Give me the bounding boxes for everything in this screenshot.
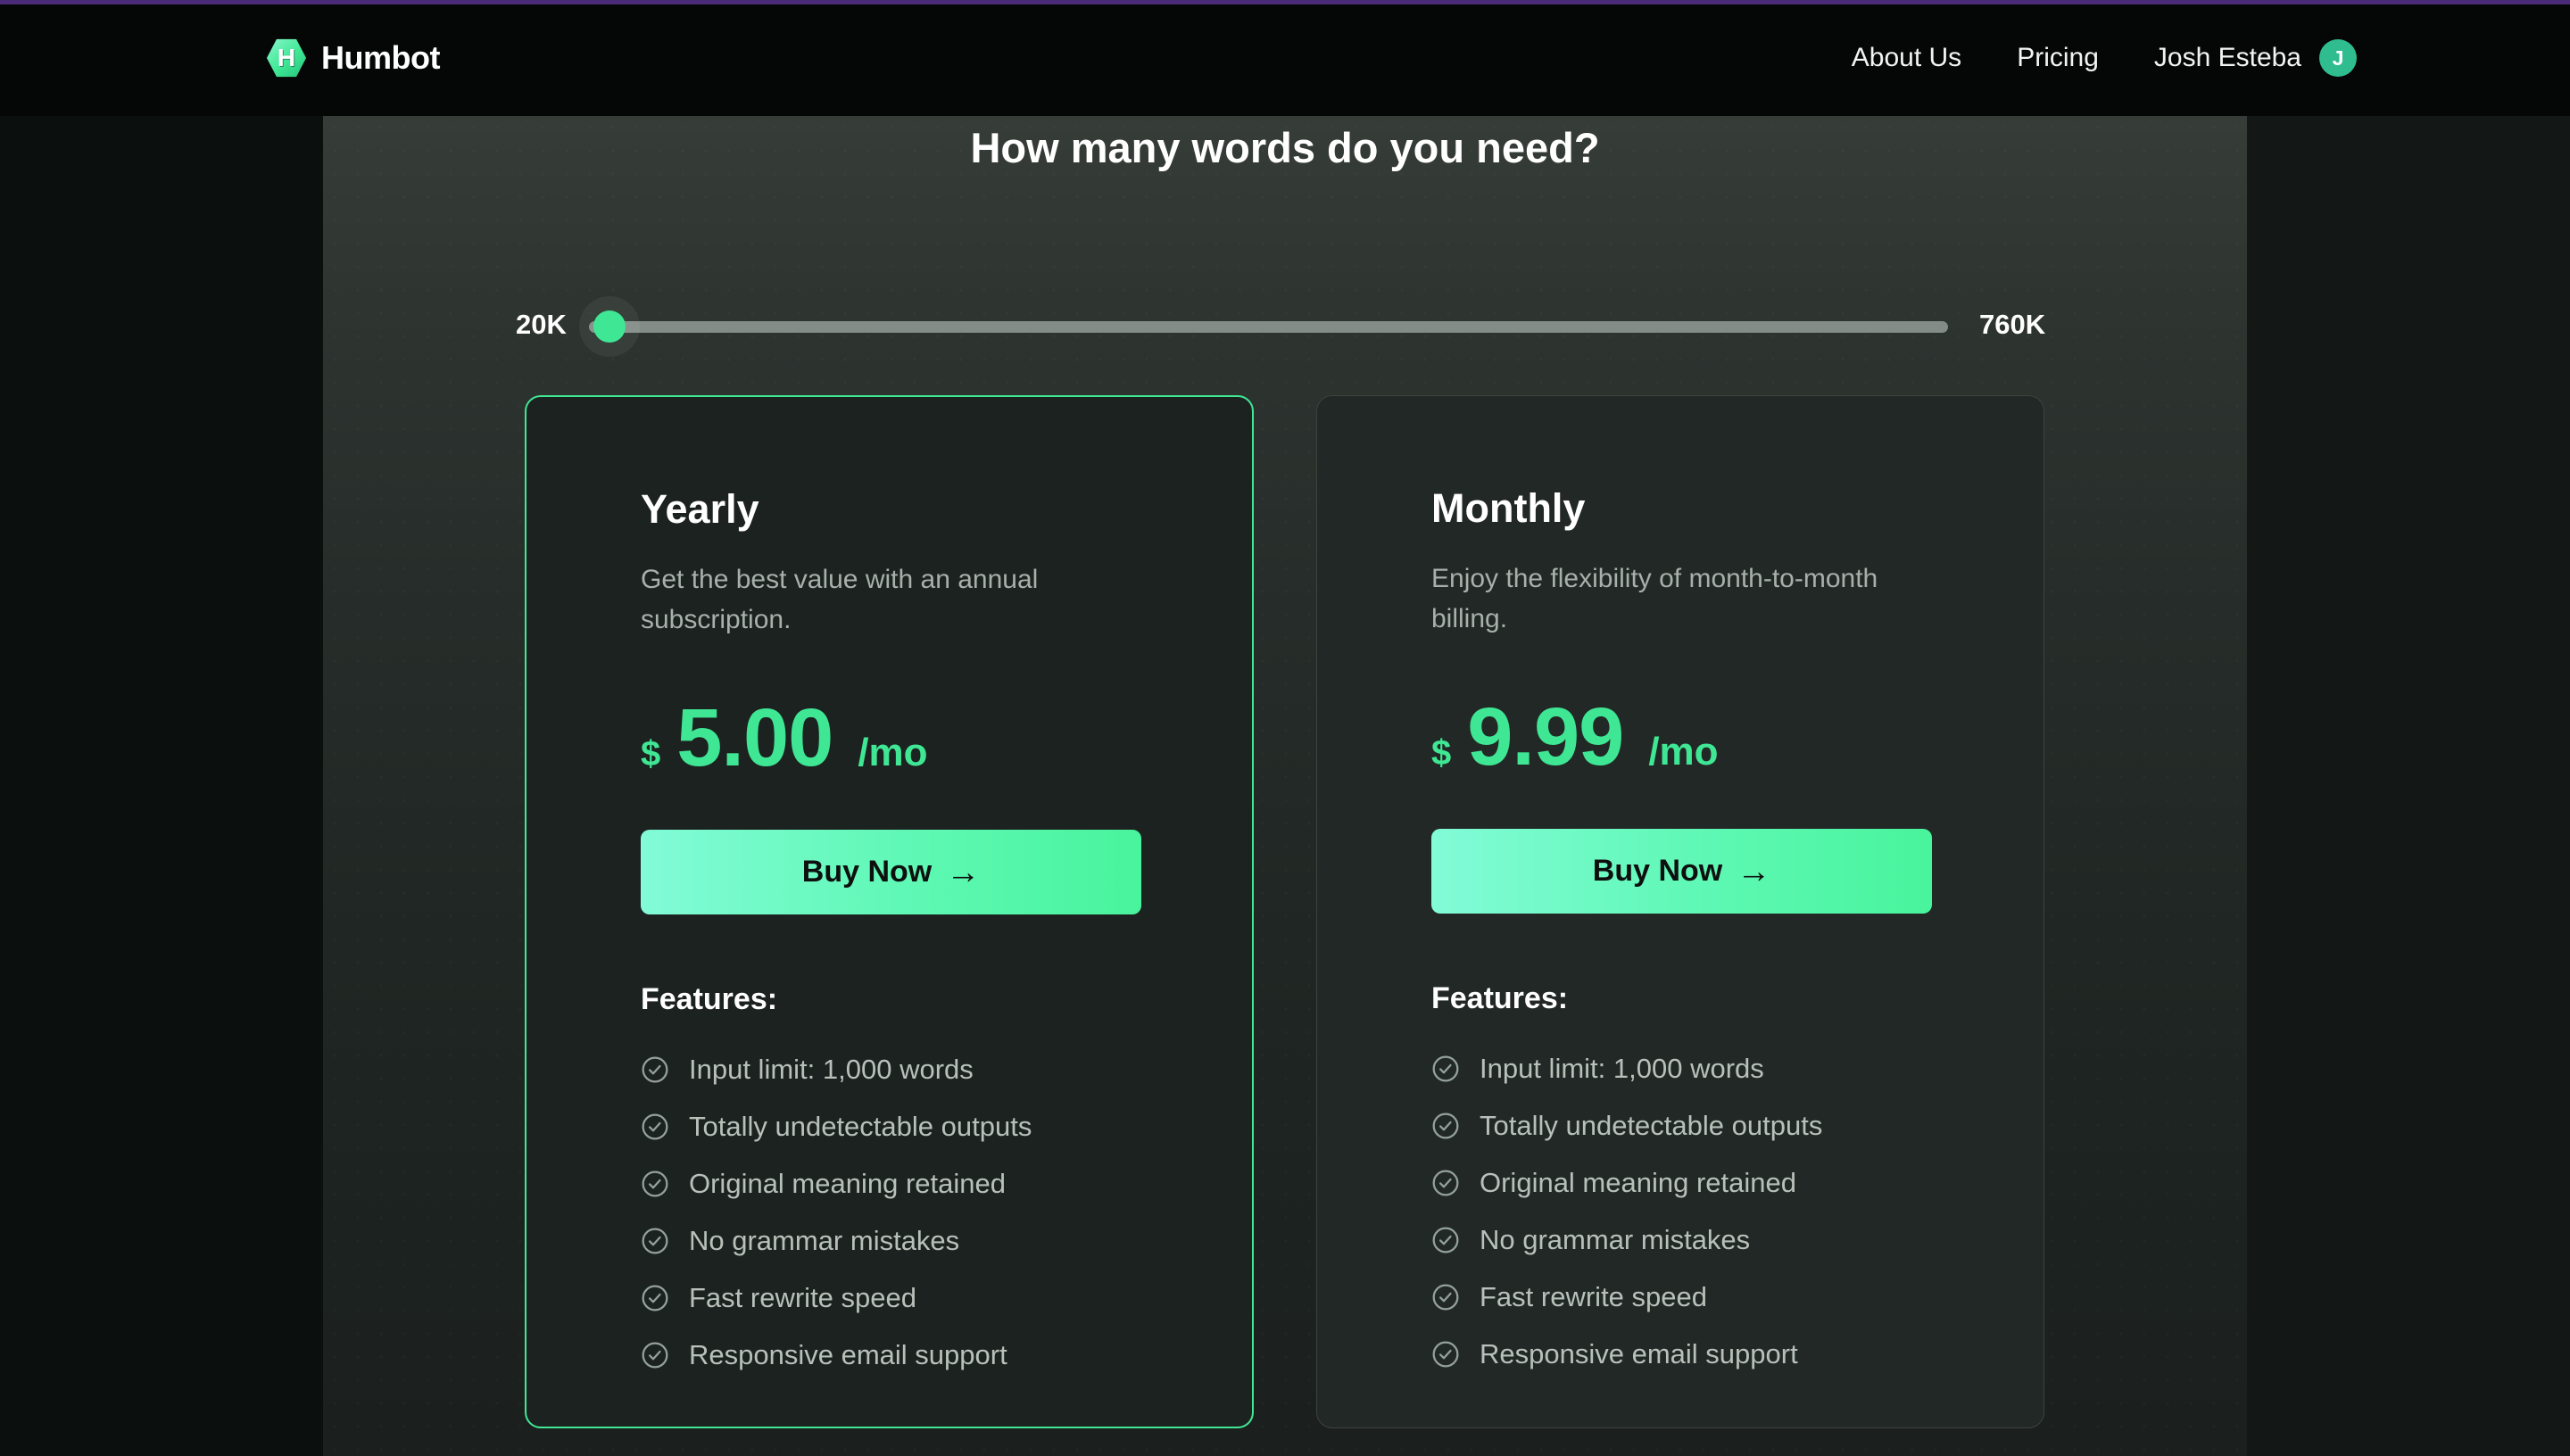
price-amount: 5.00 [676, 692, 833, 783]
price-period: /mo [1648, 730, 1719, 774]
plan-card-yearly: Yearly Get the best value with an annual… [525, 395, 1254, 1428]
buy-now-label: Buy Now [801, 855, 933, 889]
feature-item: Input limit: 1,000 words [1431, 1052, 1929, 1086]
slider-max-label: 760K [1979, 309, 2046, 340]
feature-label: Input limit: 1,000 words [689, 1054, 974, 1085]
user-account-menu[interactable]: Josh Esteba J [2154, 39, 2357, 77]
features-heading: Features: [641, 982, 778, 1016]
features-list: Input limit: 1,000 words Totally undetec… [641, 1053, 1138, 1372]
check-circle-icon [1431, 1112, 1460, 1140]
feature-item: Fast rewrite speed [1431, 1280, 1929, 1314]
price-currency: $ [641, 734, 661, 774]
nav-link-pricing[interactable]: Pricing [2017, 43, 2099, 72]
user-avatar: J [2319, 39, 2357, 77]
feature-label: Responsive email support [689, 1339, 1007, 1370]
brand-name: Humbot [321, 39, 440, 76]
feature-item: No grammar mistakes [641, 1224, 1138, 1258]
check-circle-icon [641, 1284, 669, 1312]
user-name: Josh Esteba [2153, 43, 2301, 72]
background-left-panel [0, 116, 323, 1456]
brand-logo[interactable]: H Humbot [266, 37, 440, 79]
arrow-right-icon: → [1737, 852, 1771, 890]
features-heading: Features: [1431, 981, 1569, 1015]
price-amount: 9.99 [1467, 691, 1624, 782]
feature-label: No grammar mistakes [1480, 1224, 1751, 1255]
buy-now-button-yearly[interactable]: Buy Now → [641, 830, 1141, 914]
background-right-panel [2247, 116, 2570, 1456]
check-circle-icon [1431, 1055, 1460, 1083]
page-title: How many words do you need? [970, 124, 1600, 171]
plan-price: $ 5.00 /mo [641, 691, 1138, 785]
check-circle-icon [1431, 1340, 1460, 1369]
feature-label: Original meaning retained [689, 1168, 1006, 1199]
feature-item: Responsive email support [1431, 1337, 1929, 1371]
feature-item: Totally undetectable outputs [641, 1110, 1138, 1144]
feature-item: Responsive email support [641, 1338, 1138, 1372]
feature-label: Fast rewrite speed [689, 1282, 916, 1313]
plan-description: Get the best value with an annual subscr… [641, 565, 1039, 634]
plan-title: Monthly [1431, 485, 1586, 531]
top-accent-bar [0, 0, 2570, 4]
check-circle-icon [1431, 1226, 1460, 1254]
slider-track[interactable] [589, 321, 1948, 333]
feature-label: Totally undetectable outputs [689, 1111, 1032, 1142]
nav-link-about-us[interactable]: About Us [1851, 43, 1962, 72]
feature-item: Totally undetectable outputs [1431, 1109, 1929, 1143]
feature-item: Fast rewrite speed [641, 1281, 1138, 1315]
plan-price: $ 9.99 /mo [1431, 691, 1929, 784]
feature-item: Original meaning retained [1431, 1166, 1929, 1200]
price-period: /mo [858, 731, 928, 774]
arrow-right-icon: → [946, 853, 981, 891]
plan-description: Enjoy the flexibility of month-to-month … [1431, 564, 1878, 633]
price-currency: $ [1431, 733, 1452, 773]
buy-now-button-monthly[interactable]: Buy Now → [1431, 829, 1932, 914]
feature-label: Fast rewrite speed [1480, 1281, 1707, 1312]
nav-links: About Us Pricing Josh Esteba J [1852, 39, 2357, 77]
feature-item: Input limit: 1,000 words [641, 1053, 1138, 1087]
avatar-initial: J [2332, 46, 2344, 70]
check-circle-icon [1431, 1169, 1460, 1197]
feature-item: No grammar mistakes [1431, 1223, 1929, 1257]
slider-min-label: 20K [516, 309, 567, 340]
features-list: Input limit: 1,000 words Totally undetec… [1431, 1052, 1929, 1371]
check-circle-icon [641, 1341, 669, 1369]
feature-item: Original meaning retained [641, 1167, 1138, 1201]
check-circle-icon [641, 1055, 669, 1084]
check-circle-icon [641, 1170, 669, 1198]
feature-label: No grammar mistakes [689, 1225, 960, 1256]
buy-now-label: Buy Now [1592, 854, 1723, 888]
feature-label: Responsive email support [1480, 1338, 1798, 1369]
feature-label: Input limit: 1,000 words [1480, 1053, 1764, 1084]
slider-thumb[interactable] [593, 310, 626, 343]
top-navigation-bar: H Humbot About Us Pricing Josh Esteba J [0, 0, 2570, 116]
humbot-logo-icon: H [266, 38, 307, 78]
plan-title: Yearly [641, 486, 759, 532]
plan-card-monthly: Monthly Enjoy the flexibility of month-t… [1316, 395, 2044, 1428]
logo-monogram: H [277, 44, 296, 71]
check-circle-icon [641, 1227, 669, 1255]
feature-label: Totally undetectable outputs [1480, 1110, 1823, 1141]
check-circle-icon [641, 1113, 669, 1141]
feature-label: Original meaning retained [1480, 1167, 1796, 1198]
check-circle-icon [1431, 1283, 1460, 1311]
